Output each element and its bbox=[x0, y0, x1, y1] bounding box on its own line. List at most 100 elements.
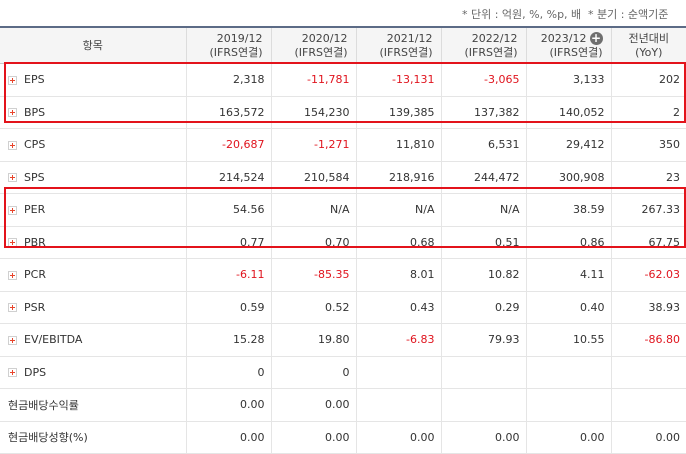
value-cell: 0.59 bbox=[185, 291, 271, 324]
value-cell: 2 bbox=[610, 96, 686, 129]
table-row: PSR 0.59 0.52 0.43 0.29 0.40 38.93 bbox=[0, 291, 686, 324]
row-label: PBR bbox=[24, 235, 46, 249]
value-cell: 0.52 bbox=[270, 291, 356, 324]
value-cell: 0.00 bbox=[270, 421, 356, 454]
value-cell: 202 bbox=[610, 63, 686, 97]
row-label-cell[interactable]: PER bbox=[0, 193, 186, 227]
row-label: PER bbox=[24, 203, 46, 217]
plus-circle-icon[interactable]: + bbox=[589, 31, 603, 45]
header-year-2020: 2020/12 (IFRS연결) bbox=[270, 26, 356, 64]
value-cell: -6.83 bbox=[355, 323, 441, 357]
value-cell: 4.11 bbox=[525, 258, 611, 292]
table-row: SPS 214,524 210,584 218,916 244,472 300,908 23 bbox=[0, 161, 686, 194]
value-cell: 267.33 bbox=[610, 193, 686, 227]
value-cell: -6.11 bbox=[185, 258, 271, 292]
expand-plus-icon[interactable] bbox=[8, 368, 17, 378]
header-year-2021: 2021/12 (IFRS연결) bbox=[355, 26, 441, 64]
header-year-2022: 2022/12 (IFRS연결) bbox=[440, 26, 526, 64]
expand-plus-icon[interactable] bbox=[8, 303, 17, 313]
value-cell: 29,412 bbox=[525, 128, 611, 162]
value-cell: 0.00 bbox=[525, 421, 611, 454]
value-cell: 10.55 bbox=[525, 323, 611, 357]
header-row: 항목 2019/12 (IFRS연결) 2020/12 (IFRS연결) 2021/… bbox=[0, 26, 686, 64]
table-row: DPS 0 0 bbox=[0, 356, 686, 389]
expand-plus-icon[interactable] bbox=[8, 238, 17, 248]
header-year-2023: 2023/12 + (IFRS연결) bbox=[525, 26, 611, 64]
value-cell: 218,916 bbox=[355, 161, 441, 194]
value-cell: 154,230 bbox=[270, 96, 356, 129]
value-cell bbox=[525, 356, 611, 389]
unit-note: * 단위 : 억원, %, %p, 배 bbox=[462, 8, 582, 21]
value-cell: 300,908 bbox=[525, 161, 611, 194]
value-cell: 139,385 bbox=[355, 96, 441, 129]
value-cell: 0.00 bbox=[440, 421, 526, 454]
value-cell: 163,572 bbox=[185, 96, 271, 129]
row-label-cell[interactable]: SPS bbox=[0, 161, 186, 194]
value-cell: 2,318 bbox=[185, 63, 271, 97]
row-label: CPS bbox=[24, 138, 46, 152]
row-label: PSR bbox=[24, 300, 46, 314]
value-cell: 0.77 bbox=[185, 226, 271, 259]
financial-ratio-table: 항목 2019/12 (IFRS연결) 2020/12 (IFRS연결) 2021/… bbox=[0, 26, 686, 454]
row-label-cell: 현금배당수익률 bbox=[0, 388, 186, 422]
value-cell: 0.43 bbox=[355, 291, 441, 324]
value-cell: N/A bbox=[355, 193, 441, 227]
expand-plus-icon[interactable] bbox=[8, 173, 17, 183]
row-label-cell[interactable]: BPS bbox=[0, 96, 186, 129]
expand-plus-icon[interactable] bbox=[8, 205, 17, 215]
row-label: PCR bbox=[24, 268, 46, 282]
table-row: PCR -6.11 -85.35 8.01 10.82 4.11 -62.03 bbox=[0, 258, 686, 292]
value-cell: 38.93 bbox=[610, 291, 686, 324]
value-cell: 244,472 bbox=[440, 161, 526, 194]
expand-plus-icon[interactable] bbox=[8, 270, 17, 280]
notes-bar: * 단위 : 억원, %, %p, 배 * 분기 : 순액기준 bbox=[0, 0, 686, 24]
value-cell: N/A bbox=[270, 193, 356, 227]
row-label-cell[interactable]: PSR bbox=[0, 291, 186, 324]
row-label: EPS bbox=[24, 73, 45, 87]
value-cell: N/A bbox=[440, 193, 526, 227]
value-cell: 10.82 bbox=[440, 258, 526, 292]
row-label-cell[interactable]: EV/EBITDA bbox=[0, 323, 186, 357]
table-row: 현금배당성향(%) 0.00 0.00 0.00 0.00 0.00 0.00 bbox=[0, 421, 686, 454]
row-label-cell[interactable]: PCR bbox=[0, 258, 186, 292]
row-label: BPS bbox=[24, 105, 46, 119]
row-label: SPS bbox=[24, 170, 45, 184]
value-cell bbox=[355, 388, 441, 422]
table-row: PER 54.56 N/A N/A N/A 38.59 267.33 bbox=[0, 193, 686, 227]
value-cell: -11,781 bbox=[270, 63, 356, 97]
value-cell: 0 bbox=[185, 356, 271, 389]
value-cell bbox=[355, 356, 441, 389]
value-cell: 0.00 bbox=[185, 421, 271, 454]
value-cell: -85.35 bbox=[270, 258, 356, 292]
value-cell bbox=[440, 388, 526, 422]
value-cell: 15.28 bbox=[185, 323, 271, 357]
expand-plus-icon[interactable] bbox=[8, 140, 17, 150]
value-cell bbox=[525, 388, 611, 422]
value-cell: 0 bbox=[270, 356, 356, 389]
value-cell: 0.29 bbox=[440, 291, 526, 324]
table-row: PBR 0.77 0.70 0.68 0.51 0.86 67.75 bbox=[0, 226, 686, 259]
value-cell: 140,052 bbox=[525, 96, 611, 129]
expand-plus-icon[interactable] bbox=[8, 108, 17, 118]
row-label: 현금배당성향(%) bbox=[8, 431, 88, 445]
row-label-cell[interactable]: PBR bbox=[0, 226, 186, 259]
row-label-cell[interactable]: EPS bbox=[0, 63, 186, 97]
table-row: CPS -20,687 -1,271 11,810 6,531 29,412 350 bbox=[0, 128, 686, 162]
header-item: 항목 bbox=[0, 26, 186, 64]
row-label-cell[interactable]: DPS bbox=[0, 356, 186, 389]
value-cell: -3,065 bbox=[440, 63, 526, 97]
period-note: * 분기 : 순액기준 bbox=[588, 8, 669, 21]
value-cell: -1,271 bbox=[270, 128, 356, 162]
value-cell: 19.80 bbox=[270, 323, 356, 357]
row-label: 현금배당수익률 bbox=[8, 398, 79, 412]
value-cell: 0.00 bbox=[610, 421, 686, 454]
value-cell: 214,524 bbox=[185, 161, 271, 194]
value-cell: 0.00 bbox=[270, 388, 356, 422]
value-cell: 67.75 bbox=[610, 226, 686, 259]
value-cell: -86.80 bbox=[610, 323, 686, 357]
expand-plus-icon[interactable] bbox=[8, 335, 17, 345]
row-label-cell[interactable]: CPS bbox=[0, 128, 186, 162]
expand-plus-icon[interactable] bbox=[8, 75, 17, 85]
row-label-cell: 현금배당성향(%) bbox=[0, 421, 186, 454]
value-cell: -20,687 bbox=[185, 128, 271, 162]
